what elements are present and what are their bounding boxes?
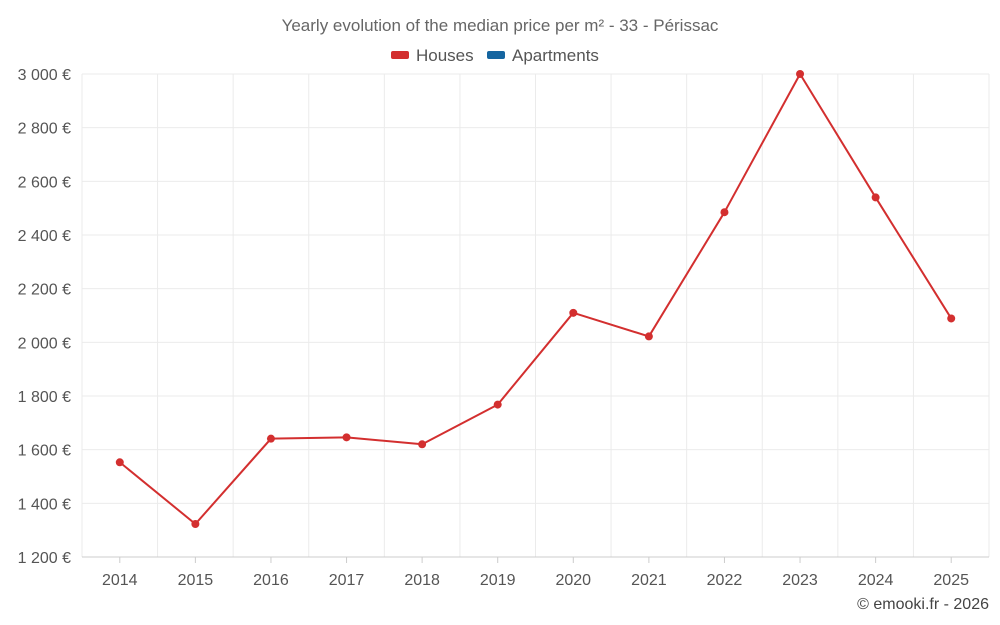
x-tick-label: 2020 bbox=[555, 572, 591, 589]
y-tick-label: 2 600 € bbox=[18, 174, 71, 191]
chart-title: Yearly evolution of the median price per… bbox=[282, 16, 719, 35]
y-tick-label: 1 400 € bbox=[18, 496, 71, 513]
axes: 1 200 € 1 400 € 1 600 € 1 800 € 2 000 € 2 200… bbox=[18, 67, 989, 589]
data-point-houses[interactable] bbox=[871, 193, 880, 202]
x-tick-label: 2025 bbox=[933, 572, 969, 589]
x-tick-label: 2019 bbox=[480, 572, 516, 589]
x-tick-label: 2023 bbox=[782, 572, 818, 589]
series-layer bbox=[115, 70, 956, 528]
y-tick-label: 1 600 € bbox=[18, 443, 71, 460]
y-tick-label: 2 400 € bbox=[18, 228, 71, 245]
data-point-houses[interactable] bbox=[493, 400, 502, 409]
legend-swatch-apartments bbox=[487, 51, 505, 59]
data-point-houses[interactable] bbox=[796, 70, 805, 78]
x-tick-label: 2021 bbox=[631, 572, 667, 589]
data-point-houses[interactable] bbox=[418, 440, 427, 449]
credit-text: © emooki.fr - 2026 bbox=[857, 596, 989, 613]
data-point-houses[interactable] bbox=[115, 458, 124, 467]
x-tick-label: 2018 bbox=[404, 572, 440, 589]
x-tick-label: 2014 bbox=[102, 572, 138, 589]
data-point-houses[interactable] bbox=[569, 308, 578, 317]
data-point-houses[interactable] bbox=[342, 433, 351, 442]
y-tick-label: 1 200 € bbox=[18, 550, 71, 567]
legend-label-apartments: Apartments bbox=[512, 46, 599, 65]
legend-item-houses[interactable]: Houses bbox=[391, 46, 474, 65]
x-tick-label: 2015 bbox=[178, 572, 214, 589]
data-point-houses[interactable] bbox=[266, 434, 275, 443]
y-tick-label: 2 000 € bbox=[18, 335, 71, 352]
x-tick-label: 2017 bbox=[329, 572, 365, 589]
legend: Houses Apartments bbox=[391, 46, 599, 65]
data-point-houses[interactable] bbox=[720, 208, 729, 217]
x-tick-label: 2024 bbox=[858, 572, 894, 589]
legend-label-houses: Houses bbox=[416, 46, 474, 65]
data-point-houses[interactable] bbox=[644, 332, 653, 341]
x-tick-label: 2016 bbox=[253, 572, 289, 589]
y-tick-label: 2 800 € bbox=[18, 121, 71, 138]
legend-item-apartments[interactable]: Apartments bbox=[487, 46, 599, 65]
grid bbox=[81, 73, 990, 558]
series-line-houses bbox=[119, 73, 953, 525]
x-tick-label: 2022 bbox=[707, 572, 743, 589]
y-tick-label: 1 800 € bbox=[18, 389, 71, 406]
y-tick-label: 2 200 € bbox=[18, 282, 71, 299]
data-point-houses[interactable] bbox=[191, 519, 200, 528]
legend-swatch-houses bbox=[391, 51, 409, 59]
data-point-houses[interactable] bbox=[947, 314, 956, 323]
y-tick-label: 3 000 € bbox=[18, 67, 71, 84]
